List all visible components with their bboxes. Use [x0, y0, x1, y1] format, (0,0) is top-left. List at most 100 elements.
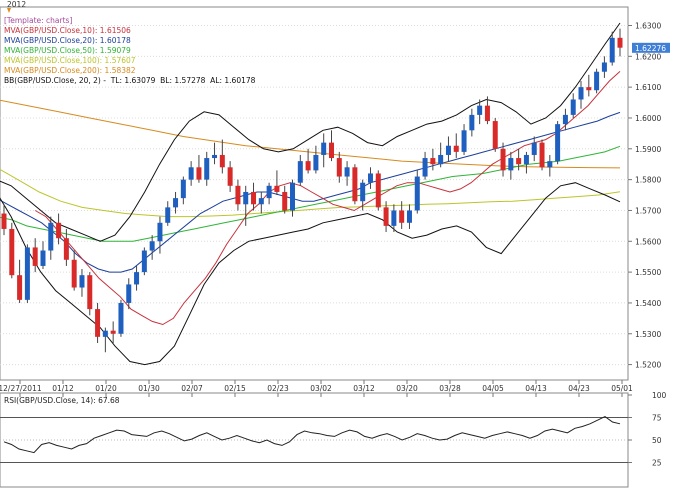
bb-upper-line: [0, 22, 621, 242]
candle-up: [313, 154, 319, 171]
candle-down: [71, 259, 77, 288]
date-tick-label: 05/01: [611, 384, 633, 393]
date-tick-label: 03/02: [310, 384, 332, 393]
candle-down: [305, 161, 311, 171]
candle-up: [360, 182, 366, 202]
candle-down: [352, 167, 358, 202]
candle-up: [422, 158, 428, 177]
candle-down: [399, 210, 405, 223]
candle-up: [508, 158, 514, 171]
candle-down: [274, 185, 280, 192]
candle-down: [235, 185, 241, 205]
candle-up: [461, 130, 467, 152]
legend: [Template: charts] MVA(GBP/USD.Close,10):…: [4, 16, 255, 86]
date-tick-label: 04/23: [568, 384, 590, 393]
candle-down: [219, 154, 225, 168]
candle-down: [95, 309, 101, 337]
legend-entry: [Template: charts]: [4, 16, 73, 25]
candle-down: [484, 105, 490, 122]
candle-up: [126, 284, 132, 303]
price-tick-label: 1.6100: [635, 83, 661, 92]
candle-up: [609, 37, 615, 63]
candle-down: [196, 167, 202, 180]
price-tick-label: 1.5500: [635, 268, 661, 277]
candle-down: [110, 330, 116, 334]
candle-up: [102, 330, 108, 337]
candle-down: [375, 173, 381, 208]
price-tick-label: 1.5900: [635, 145, 661, 154]
candles: [1, 28, 623, 353]
candle-down: [492, 121, 498, 149]
candle-up: [562, 114, 568, 125]
date-tick-label: 02/07: [181, 384, 203, 393]
candle-up: [212, 154, 218, 159]
candle-down: [328, 142, 334, 159]
candle-up: [438, 154, 444, 165]
date-tick-label: 01/30: [138, 384, 160, 393]
candle-down: [586, 87, 592, 91]
current-price-tag: [632, 42, 670, 53]
date-tick-label: 04/13: [525, 384, 547, 393]
date-axis: 12/27/2011 01/12 01/20 01/30 02/07 02/15 02/23…: [0, 380, 633, 397]
rsi-tick-label: 75: [652, 414, 662, 423]
candle-up: [290, 182, 296, 211]
price-tick-label: 1.6000: [635, 114, 661, 123]
candle-up: [555, 124, 561, 162]
date-tick-label: 01/12: [52, 384, 74, 393]
candle-up: [40, 250, 46, 266]
price-tick-label: 1.5300: [635, 330, 661, 339]
rsi-line: [3, 416, 621, 454]
date-tick-label: 01/20: [95, 384, 117, 393]
candle-down: [336, 158, 342, 177]
legend-entry: MVA(GBP/USD.Close,50): 1.59079: [4, 46, 131, 55]
candle-down: [539, 142, 545, 168]
candle-up: [79, 275, 85, 288]
rsi-plot-frame: [0, 392, 629, 488]
price-axis: 1.6300 1.6200 1.6100 1.6000 1.5900 1.5800 1.57…: [628, 21, 670, 370]
rsi-grid: 100 75 50 25: [0, 391, 667, 468]
candle-up: [188, 167, 194, 180]
candle-down: [87, 275, 93, 310]
candle-up: [578, 87, 584, 100]
year-marker-icon: [7, 8, 11, 13]
candle-up: [243, 191, 249, 205]
candle-down: [383, 207, 389, 226]
mva20-line: [0, 111, 621, 273]
date-tick-label: 04/05: [482, 384, 504, 393]
candle-down: [9, 228, 15, 276]
candle-up: [141, 250, 147, 273]
candle-up: [344, 167, 350, 177]
candle-down: [32, 247, 38, 266]
candle-up: [204, 158, 210, 180]
rsi-tick-label: 25: [652, 459, 662, 468]
candle-up: [297, 161, 303, 183]
candle-up: [445, 145, 451, 155]
date-tick-label: 02/23: [267, 384, 289, 393]
candle-up: [601, 62, 607, 72]
candle-up: [477, 105, 483, 115]
rsi-indicator: [3, 416, 621, 454]
candle-up: [531, 142, 537, 155]
price-tick-label: 1.6200: [635, 52, 661, 61]
candle-up: [414, 176, 420, 211]
candle-down: [282, 191, 288, 211]
candle-up: [48, 222, 54, 251]
price-tick-label: 1.5700: [635, 206, 661, 215]
rsi-label: RSI(GBP/USD.Close, 14): 67.68: [4, 396, 120, 405]
legend-entry: MVA(GBP/USD.Close,100): 1.57607: [4, 56, 136, 65]
candle-up: [570, 99, 576, 115]
candle-down: [17, 275, 23, 300]
rsi-tick-label: 100: [652, 391, 667, 400]
legend-entry: MVA(GBP/USD.Close,20): 1.60178: [4, 36, 131, 45]
indicator-lines: [0, 22, 621, 366]
bb-lower-line: [0, 182, 621, 366]
candle-down: [251, 191, 257, 205]
date-tick-label: 02/15: [224, 384, 246, 393]
rsi-tick-label: 50: [652, 436, 662, 445]
price-tick-label: 1.6300: [635, 21, 661, 30]
candle-up: [391, 210, 397, 226]
legend-entry: MVA(GBP/USD.Close,10): 1.61506: [4, 26, 131, 35]
candle-down: [617, 37, 623, 48]
candle-up: [134, 272, 140, 285]
date-tick-label: 12/27/2011: [0, 384, 42, 393]
